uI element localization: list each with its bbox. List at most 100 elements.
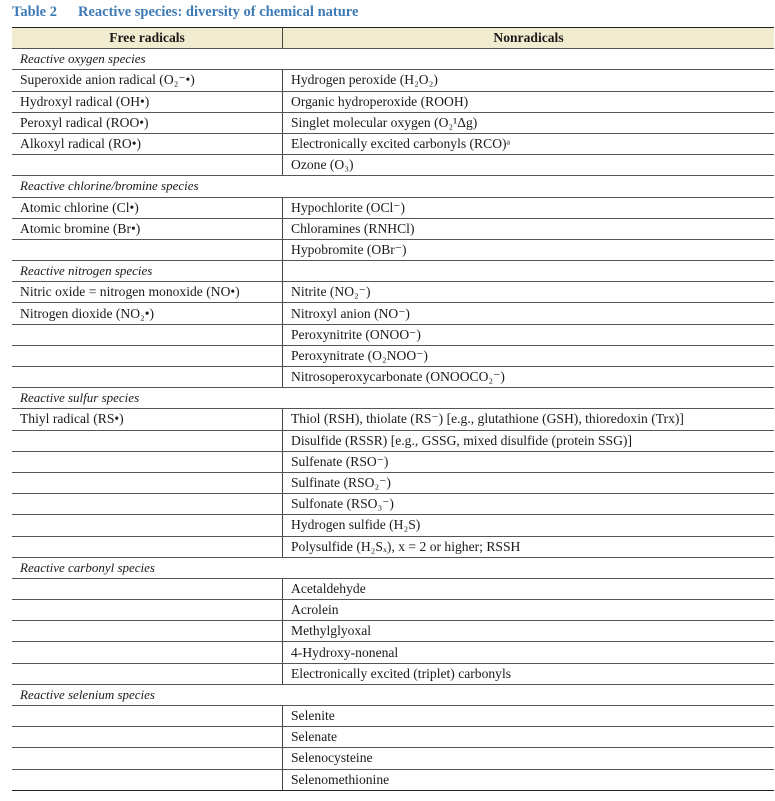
table-row: Electronically excited (triplet) carbony… [12,662,774,685]
section-label: Reactive chlorine/bromine species [12,175,774,198]
free-radical-cell [12,747,283,770]
table-row: Acetaldehyde [12,577,774,601]
table-caption: Reactive species: diversity of chemical … [78,4,359,20]
nonradical-cell: Acrolein [282,599,774,622]
nonradical-cell: Electronically excited carbonyls (RCO)ᵃ [282,132,774,156]
section-row: Reactive carbonyl species [12,556,774,579]
free-radical-cell [12,238,283,262]
nonradical-cell: Sulfenate (RSO⁻) [282,450,774,473]
section-label: Reactive selenium species [12,683,774,707]
table-row: Nitric oxide = nitrogen monoxide (NO•) Ni… [12,281,774,304]
reactive-species-table: Free radicals Nonradicals Reactive oxyge… [12,26,774,791]
free-radical-cell [12,323,283,346]
table-row: Ozone (O₃) [12,154,774,177]
nonradical-cell: Chloramines (RNHCl) [282,217,774,240]
table-row: Disulfide (RSSR) [e.g., GSSG, mixed disu… [12,429,774,452]
table-row: Methylglyoxal [12,620,774,643]
section-row: Reactive nitrogen species [12,260,774,283]
nonradical-cell: Sulfonate (RSO₃⁻) [282,493,774,516]
nonradical-cell: Peroxynitrate (O₂NOO⁻) [282,344,774,368]
nonradical-cell: 4-Hydroxy-nonenal [282,641,774,664]
nonradical-cell: Peroxynitrite (ONOO⁻) [282,323,774,346]
table-row: Hypobromite (OBr⁻) [12,238,774,262]
free-radical-cell [12,662,283,685]
free-radical-cell: Alkoxyl radical (RO•) [12,132,283,156]
nonradical-cell: Electronically excited (triplet) carbony… [282,662,774,685]
free-radical-cell: Nitric oxide = nitrogen monoxide (NO•) [12,281,283,304]
table-row: Selenocysteine [12,747,774,770]
table-number: Table 2 [12,4,57,20]
table-title: Table 2 Reactive species: diversity of ch… [12,4,358,21]
nonradical-cell: Acetaldehyde [282,577,774,601]
free-radical-cell [12,450,283,473]
nonradical-cell: Organic hydroperoxide (ROOH) [282,90,774,113]
nonradical-cell: Singlet molecular oxygen (O₂¹Δg) [282,111,774,134]
table-row: Hydroxyl radical (OH•) Organic hydroperox… [12,90,774,113]
free-radical-cell: Thiyl radical (RS•) [12,408,283,431]
table-row: Sulfinate (RSO₂⁻) [12,471,774,495]
table-row: Selenite [12,704,774,728]
nonradical-cell: Hydrogen sulfide (H₂S) [282,514,774,537]
header-row: Free radicals Nonradicals [12,26,774,50]
nonradical-cell: Polysulfide (H₂Sₓ), x = 2 or higher; RSS… [282,535,774,558]
nonradical-cell: Selenate [282,726,774,749]
section-label: Reactive carbonyl species [12,556,774,579]
table-row: Superoxide anion radical (O₂⁻•) Hydrogen … [12,69,774,92]
free-radical-cell [12,493,283,516]
column-header-nonradicals: Nonradicals [282,26,774,50]
free-radical-cell: Nitrogen dioxide (NO₂•) [12,302,283,325]
free-radical-cell: Hydroxyl radical (OH•) [12,90,283,113]
empty-cell [282,260,774,283]
table-row: Sulfenate (RSO⁻) [12,450,774,473]
table-row: Polysulfide (H₂Sₓ), x = 2 or higher; RSS… [12,535,774,558]
free-radical-cell: Peroxyl radical (ROO•) [12,111,283,134]
table-row: Peroxynitrite (ONOO⁻) [12,323,774,346]
nonradical-cell: Hydrogen peroxide (H₂O₂) [282,69,774,92]
free-radical-cell [12,620,283,643]
nonradical-cell: Selenomethionine [282,768,774,791]
table-row: Peroxyl radical (ROO•) Singlet molecular … [12,111,774,134]
free-radical-cell: Superoxide anion radical (O₂⁻•) [12,69,283,92]
section-label: Reactive nitrogen species [12,260,283,283]
section-row: Reactive selenium species [12,683,774,707]
free-radical-cell [12,704,283,728]
table-row: Thiyl radical (RS•) Thiol (RSH), thiolate… [12,408,774,431]
nonradical-cell: Sulfinate (RSO₂⁻) [282,471,774,495]
free-radical-cell [12,429,283,452]
nonradical-cell: Selenocysteine [282,747,774,770]
section-label: Reactive sulfur species [12,387,774,410]
free-radical-cell [12,154,283,177]
table-row: Alkoxyl radical (RO•) Electronically exci… [12,132,774,156]
free-radical-cell [12,514,283,537]
nonradical-cell: Ozone (O₃) [282,154,774,177]
nonradical-cell: Thiol (RSH), thiolate (RS⁻) [e.g., gluta… [282,408,774,431]
nonradical-cell: Hypobromite (OBr⁻) [282,238,774,262]
table-row: Atomic bromine (Br•) Chloramines (RNHCl) [12,217,774,240]
nonradical-cell: Selenite [282,704,774,728]
table-row: Peroxynitrate (O₂NOO⁻) [12,344,774,368]
free-radical-cell [12,471,283,495]
nonradical-cell: Hypochlorite (OCl⁻) [282,196,774,219]
section-row: Reactive oxygen species [12,48,774,71]
table-row: Atomic chlorine (Cl•) Hypochlorite (OCl⁻) [12,196,774,219]
table-row: Selenomethionine [12,768,774,791]
nonradical-cell: Nitrite (NO₂⁻) [282,281,774,304]
free-radical-cell [12,599,283,622]
table-row: Hydrogen sulfide (H₂S) [12,514,774,537]
table-row: Selenate [12,726,774,749]
free-radical-cell [12,641,283,664]
section-row: Reactive sulfur species [12,387,774,410]
nonradical-cell: Disulfide (RSSR) [e.g., GSSG, mixed disu… [282,429,774,452]
table-row: Sulfonate (RSO₃⁻) [12,493,774,516]
free-radical-cell [12,365,283,389]
table-row: Nitrogen dioxide (NO₂•) Nitroxyl anion (N… [12,302,774,325]
nonradical-cell: Methylglyoxal [282,620,774,643]
table-row: Acrolein [12,599,774,622]
free-radical-cell [12,344,283,368]
section-row: Reactive chlorine/bromine species [12,175,774,198]
table-row: Nitrosoperoxycarbonate (ONOOCO₂⁻) [12,365,774,389]
column-header-free-radicals: Free radicals [12,26,283,50]
free-radical-cell [12,726,283,749]
table-row: 4-Hydroxy-nonenal [12,641,774,664]
free-radical-cell [12,535,283,558]
